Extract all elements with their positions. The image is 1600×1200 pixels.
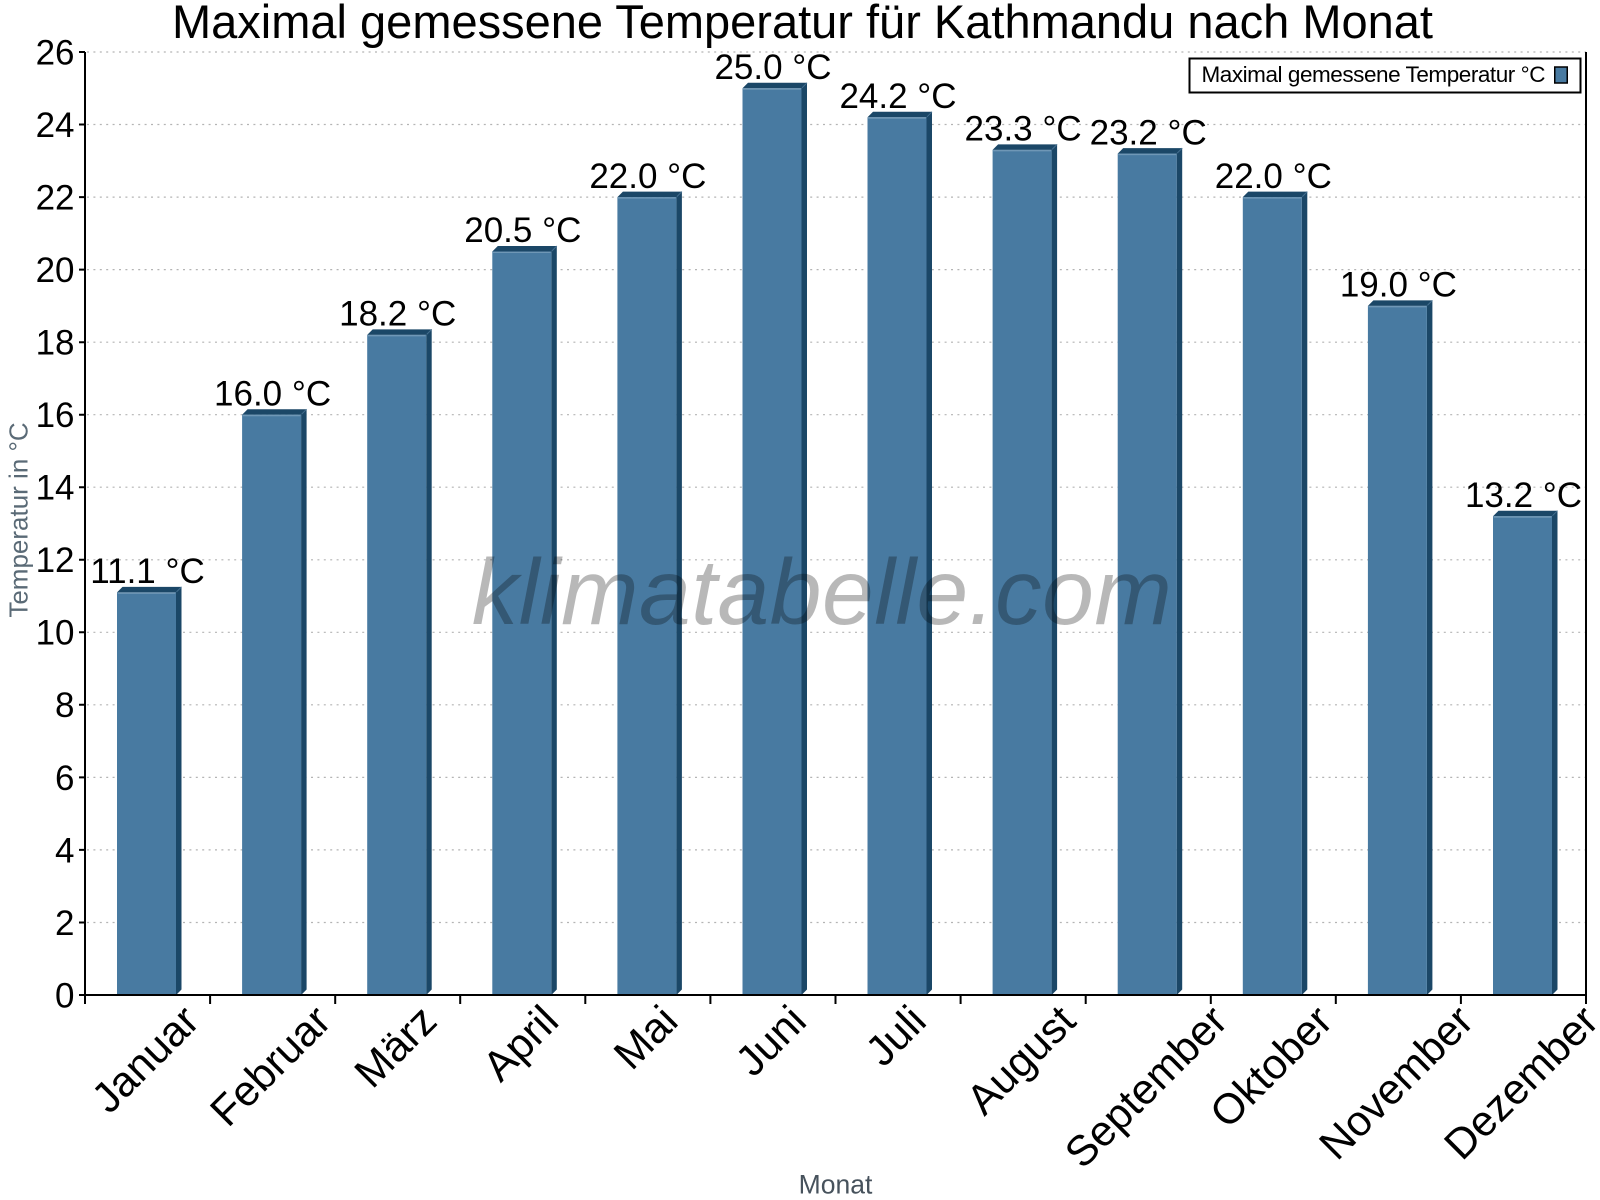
svg-text:24: 24 [36, 106, 75, 145]
svg-text:20.5 °C: 20.5 °C [464, 211, 581, 250]
svg-text:4: 4 [55, 831, 74, 870]
svg-text:25.0 °C: 25.0 °C [714, 48, 831, 87]
svg-text:0: 0 [55, 976, 74, 1015]
svg-text:24.2 °C: 24.2 °C [839, 77, 956, 116]
svg-text:26: 26 [36, 33, 75, 72]
svg-text:10: 10 [36, 614, 75, 653]
svg-text:18.2 °C: 18.2 °C [339, 295, 456, 334]
svg-text:klimatabelle.com: klimatabelle.com [472, 540, 1173, 644]
svg-text:Monat: Monat [799, 1170, 873, 1200]
svg-text:23.2 °C: 23.2 °C [1090, 113, 1207, 152]
svg-text:22.0 °C: 22.0 °C [589, 157, 706, 196]
svg-text:20: 20 [36, 251, 75, 290]
svg-text:22.0 °C: 22.0 °C [1215, 157, 1332, 196]
svg-text:8: 8 [55, 686, 74, 725]
svg-text:22: 22 [36, 179, 75, 218]
svg-text:13.2 °C: 13.2 °C [1465, 476, 1582, 515]
svg-text:11.1 °C: 11.1 °C [90, 552, 205, 591]
svg-text:Temperatur in °C: Temperatur in °C [4, 422, 34, 617]
svg-text:16: 16 [36, 396, 75, 435]
svg-text:Maximal gemessene Temperatur f: Maximal gemessene Temperatur für Kathman… [172, 0, 1433, 48]
svg-text:16.0 °C: 16.0 °C [214, 374, 331, 413]
svg-text:6: 6 [55, 759, 74, 798]
svg-text:12: 12 [36, 541, 75, 580]
svg-text:2: 2 [55, 904, 74, 943]
svg-text:19.0 °C: 19.0 °C [1340, 266, 1457, 305]
svg-text:14: 14 [36, 469, 75, 508]
svg-text:Maximal gemessene Temperatur °: Maximal gemessene Temperatur °C [1201, 62, 1545, 87]
svg-text:18: 18 [36, 324, 75, 363]
svg-text:23.3 °C: 23.3 °C [965, 110, 1082, 149]
